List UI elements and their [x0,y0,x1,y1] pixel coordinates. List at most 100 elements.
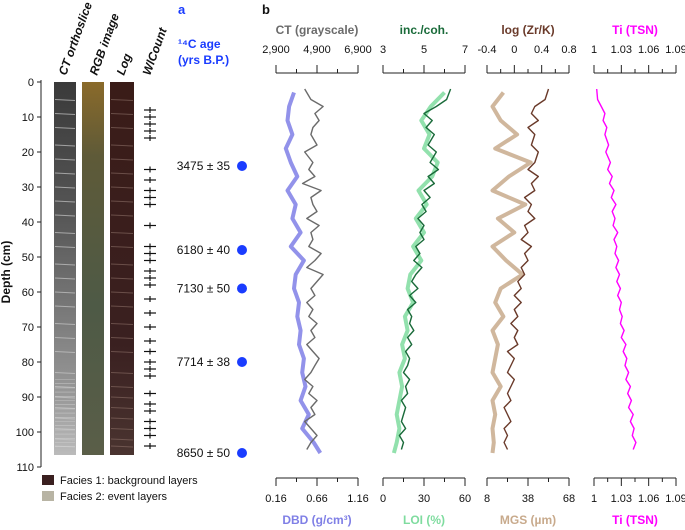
chart-title: inc./coh. [400,23,449,37]
log-layer-streak [110,186,134,189]
depth-tick-label: 10 [22,112,34,124]
chart-panel-2: log (Zr/K) -0.4 0 0.4 0.8 8 38 68 MGS (µm) [478,23,577,527]
depth-tick-label: 0 [28,77,34,89]
c14-age-label: 3475 ± 35 [177,159,231,173]
ct-layer-streak [54,277,76,280]
chart-title: Ti (TSN) [612,23,658,37]
ct-layer-streak [54,172,76,175]
log-layer-streak [110,127,134,129]
c14-age-dot [237,245,247,255]
top-tick-label: 5 [421,44,427,56]
chart-title: log (Zr/K) [501,23,554,37]
depth-tick-label: 30 [22,182,34,194]
bottom-tick-label: 0.16 [265,493,286,505]
ct-layer-streak [54,232,76,234]
bottom-tick-label: 1.06 [638,493,659,505]
top-tick-label: 1.03 [611,44,632,56]
panel-b-plots: CT (grayscale) 2,900 4,900 6,900 0.16 0.66 1.1… [262,23,685,527]
ct-layer-streak [54,127,76,129]
depth-tick-label: 100 [16,427,34,439]
series-line-0-0 [301,88,324,450]
log-layer-streak [110,305,134,308]
top-tick-label: 2,900 [262,44,290,56]
top-tick-label: 4,900 [303,44,331,56]
log-layer-streak [110,172,134,175]
ct-layer-streak [54,214,76,217]
chart-panel-0: CT (grayscale) 2,900 4,900 6,900 0.16 0.66 1.1… [262,23,372,527]
bottom-tick-label: 1 [591,493,597,505]
top-tick-label: 0 [511,44,517,56]
log-layer-streak [110,232,134,234]
top-tick-label: 3 [380,44,386,56]
ct-layer-streak [54,417,76,420]
ct-layer-streak [54,351,76,353]
log-layer-streak [110,407,134,409]
rgb-image-core [82,82,104,455]
log-layer-streak [110,372,134,374]
legend-label-facies1: Facies 1: background layers [60,475,198,487]
ct-layer-streak [54,323,76,325]
ct-layer-streak [54,386,76,388]
ct-layer-streak [54,200,76,203]
bottom-tick-label: 30 [418,493,430,505]
ct-layer-streak [54,113,76,115]
ct-layer-streak [54,144,76,147]
c14-age-label: 6180 ± 40 [177,243,231,257]
log-layer-streak [110,246,134,248]
log-layer-streak [110,214,134,217]
depth-tick-label: 40 [22,217,34,229]
log-layer-streak [110,428,134,430]
ct-layer-streak [54,407,76,409]
ct-layer-streak [54,396,76,399]
wlcount-marks [144,107,156,449]
chart-panel-3: Ti (TSN) 1 1.03 1.06 1.09 1 1.03 1.06 1.09 Ti (TS… [591,23,685,527]
log-layer-streak [110,445,134,448]
top-tick-label: 1.06 [638,44,659,56]
top-tick-label: 0.4 [534,44,549,56]
bottom-tick-label: 0 [380,493,386,505]
ct-layer-streak [54,305,76,308]
c14-age-label: 7130 ± 50 [177,282,231,296]
bottom-tick-label: 1.03 [611,493,632,505]
ct-layer-streak [54,99,76,101]
log-layer-streak [110,337,134,339]
bottom-tick-label: 1.16 [347,493,368,505]
chart-panel-1: inc./coh. 3 5 7 0 30 60 LOI (%) [380,23,471,527]
log-layer-streak [110,396,134,399]
series-line-2-0 [503,88,550,450]
top-tick-label: 6,900 [344,44,372,56]
bottom-tick-label: 38 [522,493,534,505]
c14-age-label: 7714 ± 38 [177,355,231,369]
ct-orthoslice-core [54,82,76,455]
c14-age-dot [237,161,247,171]
legend-swatch-facies1 [42,475,54,485]
ct-layer-streak [54,337,76,339]
depth-tick-label: 60 [22,287,34,299]
top-tick-label: 7 [462,44,468,56]
log-layer-streak [110,277,134,280]
ct-layer-streak [54,372,76,374]
c14-age-dot [237,283,247,294]
log-layer-streak [110,351,134,353]
c14-age-dot [237,448,247,458]
ct-layer-streak [54,158,76,161]
log-layer-streak [110,417,134,420]
panel-label-a: a [178,2,186,17]
c14-ages: 3475 ± 35 6180 ± 40 7130 ± 50 7714 ± 38 8650… [177,159,247,460]
bottom-axis-label: MGS (µm) [500,513,556,527]
top-tick-label: 1 [591,44,597,56]
depth-tick-label: 90 [22,392,34,404]
log-layer-streak [110,200,134,203]
legend-swatch-facies2 [42,491,54,501]
log-layer-streak [110,144,134,147]
ct-layer-streak [54,186,76,189]
top-tick-label: 0.8 [561,44,576,56]
series-line-3-0 [596,88,637,450]
bottom-axis-label: LOI (%) [403,513,445,527]
series-line-2-1 [490,91,533,454]
bottom-tick-label: 1.09 [665,493,685,505]
log-layer-streak [110,99,134,101]
bottom-tick-label: 68 [563,493,575,505]
legend-label-facies2: Facies 2: event layers [60,491,167,503]
